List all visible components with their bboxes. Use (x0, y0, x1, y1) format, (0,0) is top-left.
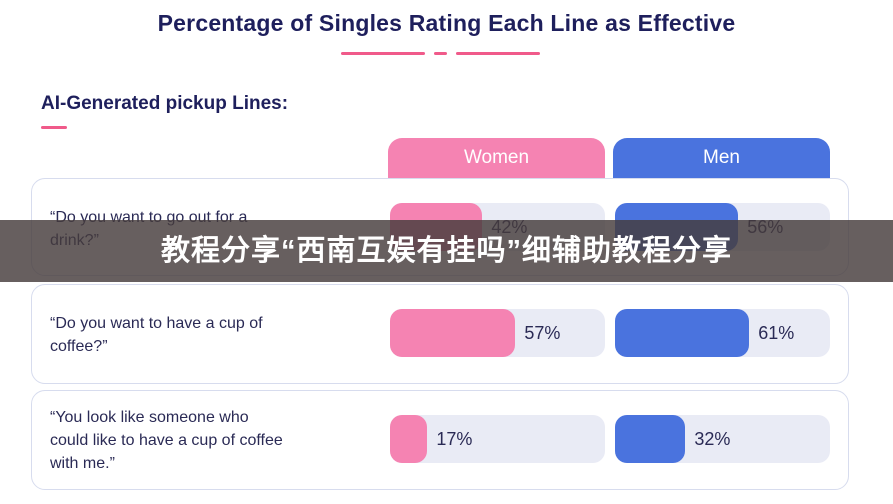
men-bar-track: 32% (615, 415, 830, 463)
men-value-label: 61% (758, 323, 795, 343)
women-bar (390, 415, 428, 463)
men-bar-track: 61% (615, 309, 830, 357)
men-bar (615, 309, 750, 357)
women-bar-track: 57% (390, 309, 605, 357)
section-label: AI-Generated pickup Lines: (41, 93, 289, 114)
chart-title: Percentage of Singles Rating Each Line a… (157, 10, 736, 36)
women-value-label: 17% (436, 429, 473, 449)
title-underline-middle (434, 52, 447, 55)
women-bar-track: 17% (390, 415, 605, 463)
section-underline (41, 126, 67, 129)
overlay-text: 教程分享“西南互娱有挂吗”细辅助教程分享 (160, 235, 732, 267)
women-bar (390, 309, 516, 357)
overlay-banner: 教程分享“西南互娱有挂吗”细辅助教程分享 (0, 220, 893, 282)
title-underline-right (456, 52, 540, 55)
women-value-label: 57% (524, 323, 561, 343)
category-label: “You look like someone who could like to… (50, 409, 283, 472)
men-value-label: 32% (694, 429, 731, 449)
title-underline-left (341, 52, 425, 55)
men-bar (615, 415, 686, 463)
category-label: “Do you want to have a cup of coffee?” (50, 315, 263, 355)
legend-men-header: Men (613, 138, 830, 180)
legend-women-header: Women (388, 138, 605, 180)
